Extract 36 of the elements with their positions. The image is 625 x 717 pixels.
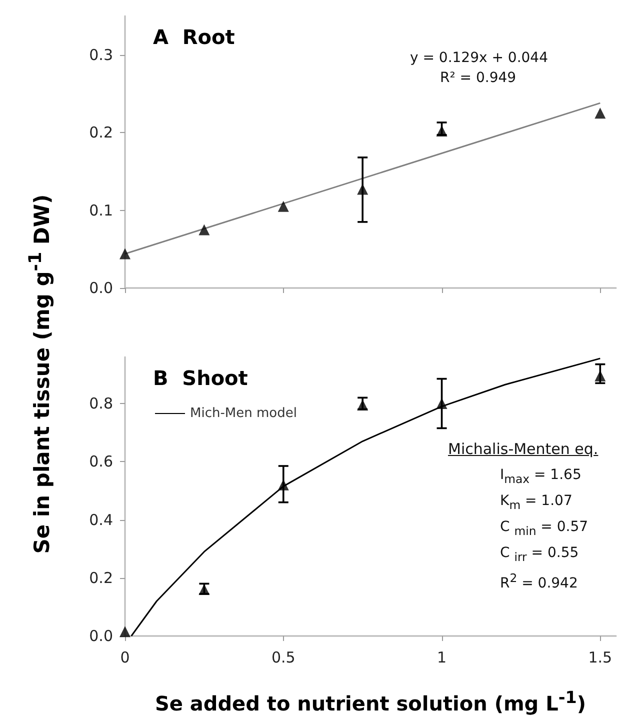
point (278, 479, 289, 490)
point (436, 126, 448, 137)
point (120, 626, 130, 638)
point (594, 370, 606, 382)
x-tick-label: 0 (120, 648, 130, 666)
text: B Shoot (153, 366, 248, 390)
annotation: K$_{m}$ = 1.07 (500, 493, 572, 512)
y-tick-label: 0.6 (89, 452, 113, 471)
x-axis-title: Se added to nutrient solution (mg L$^{-1}$) (154, 688, 587, 716)
y-tick-label: 0.0 (89, 279, 113, 297)
y-tick-label: 0.0 (89, 627, 113, 645)
y-tick-label: 0.3 (89, 46, 113, 64)
annotation: R$^{2}$ = 0.942 (500, 571, 578, 592)
y-tick-label: 0.2 (89, 568, 113, 587)
x-tick-label: 1.5 (588, 648, 612, 666)
y-tick-label: 0.2 (89, 124, 113, 142)
x-tick-label: 1 (437, 648, 447, 666)
annotation: y = 0.129x + 0.044 (410, 50, 548, 66)
point (436, 398, 448, 409)
point (357, 184, 368, 195)
legend-label: Mich-Men model (190, 406, 297, 421)
point (278, 200, 289, 212)
annotation: C $_{irr}$ = 0.55 (500, 545, 579, 564)
point (357, 399, 368, 410)
annotation: Michalis-Menten eq. (448, 440, 598, 458)
point (594, 108, 606, 119)
annotation: R² = 0.949 (440, 70, 516, 86)
x-tick-label: 0.5 (271, 648, 296, 666)
annotation: C $_{min}$ = 0.57 (500, 519, 588, 538)
annotation: I$_{max}$ = 1.65 (500, 467, 582, 486)
y-tick-label: 0.4 (89, 510, 113, 529)
text: A Root (153, 25, 236, 49)
point (198, 224, 210, 236)
y-tick-label: 0.8 (89, 394, 113, 412)
point (120, 248, 130, 260)
y-tick-label: 0.1 (89, 201, 113, 220)
